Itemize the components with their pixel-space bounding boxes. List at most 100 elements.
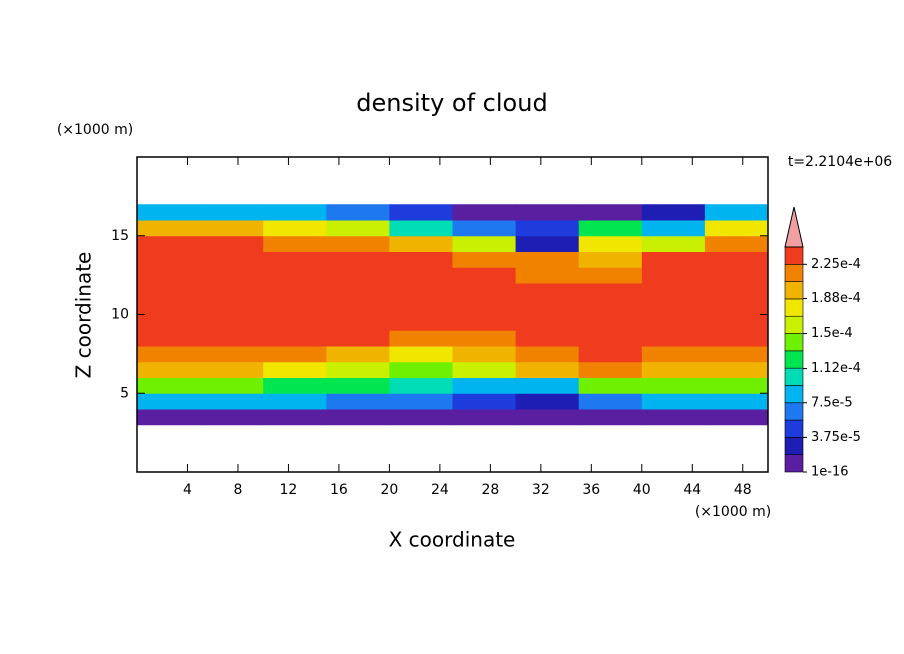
contour-cell [515, 314, 580, 331]
contour-cell [137, 377, 201, 394]
contour-cell [704, 220, 769, 237]
contour-cell [200, 235, 264, 252]
contour-cell [452, 220, 517, 237]
contour-cell [389, 346, 453, 363]
contour-cell [200, 267, 264, 284]
time-annotation: t=2.2104e+06 [788, 154, 892, 170]
contour-cell [137, 220, 201, 237]
contour-cell [578, 361, 643, 378]
contour-cell [326, 220, 390, 237]
colorbar-band [784, 281, 804, 300]
contour-cell [452, 330, 517, 347]
colorbar-label: 3.75e-5 [811, 430, 861, 445]
contour-cell [704, 377, 769, 394]
colorbar-band [784, 246, 804, 265]
contour-cell [137, 361, 201, 378]
colorbar-label: 1.5e-4 [811, 326, 853, 341]
contour-cell [389, 220, 453, 237]
chart-title: density of cloud [356, 89, 547, 117]
x-tick-label: 24 [431, 482, 449, 498]
contour-cell [137, 298, 201, 315]
contour-cell [389, 330, 453, 347]
contour-cell [515, 283, 580, 300]
x-tick-label: 40 [633, 482, 651, 498]
contour-cell [641, 377, 706, 394]
x-tick-label: 12 [280, 482, 298, 498]
contour-cell [704, 298, 769, 315]
contour-cell [515, 298, 580, 315]
contour-cell [452, 235, 517, 252]
contour-cell [389, 361, 453, 378]
axes: 4 8 12 16 20 24 28 32 36 40 44 48510151e-163.75e-57… [111, 156, 861, 498]
contour-cell [200, 409, 264, 426]
contour-cell [326, 377, 390, 394]
contour-cell [326, 330, 390, 347]
contour-cell [578, 283, 643, 300]
colorbar-label: 2.25e-4 [811, 257, 861, 272]
contour-cell [515, 220, 580, 237]
contour-cell [200, 393, 264, 410]
colorbar-band [784, 454, 804, 473]
contour-cell [641, 220, 706, 237]
contour-cell [326, 235, 390, 252]
colorbar-band [784, 367, 804, 386]
contour-cell [641, 251, 706, 268]
colorbar-band [784, 264, 804, 282]
contour-cell [263, 409, 327, 426]
contour-cell [641, 204, 706, 221]
contour-cell [263, 235, 327, 252]
contour-cell [515, 235, 580, 252]
contour-cell [704, 204, 769, 221]
colorbar-band [784, 333, 804, 352]
contour-cell [263, 377, 327, 394]
contour-cell [515, 377, 580, 394]
contour-cell [578, 220, 643, 237]
contour-cell [137, 251, 201, 268]
contour-cell [389, 251, 453, 268]
contour-cell [641, 361, 706, 378]
contour-cell [263, 267, 327, 284]
contour-cell [263, 220, 327, 237]
contour-cell [641, 235, 706, 252]
contour-cell [704, 283, 769, 300]
contour-cell [578, 346, 643, 363]
contour-cell [641, 393, 706, 410]
contour-cell [389, 267, 453, 284]
contour-cell [326, 393, 390, 410]
contour-cell [137, 267, 201, 284]
contour-cell [137, 204, 201, 221]
contour-cell [515, 346, 580, 363]
colorbar-label: 7.5e-5 [811, 395, 853, 410]
contour-cell [641, 314, 706, 331]
contour-cell [389, 393, 453, 410]
contour-cell [389, 283, 453, 300]
contour-cell [452, 251, 517, 268]
contour-cell [137, 314, 201, 331]
contour-cell [452, 204, 517, 221]
contour-cell [200, 377, 264, 394]
contour-cell [389, 409, 453, 426]
colorbar-band [784, 298, 804, 317]
contour-cell [704, 235, 769, 252]
contour-cell [263, 330, 327, 347]
contour-cell [137, 409, 201, 426]
contour-cell [578, 204, 643, 221]
colorbar-band [784, 419, 804, 438]
contour-cell [704, 393, 769, 410]
contour-cell [200, 361, 264, 378]
x-tick-label: 32 [532, 482, 550, 498]
contour-cell [452, 283, 517, 300]
colorbar-label: 1.88e-4 [811, 291, 861, 306]
contour-cell [389, 377, 453, 394]
x-tick-label: 8 [233, 482, 242, 498]
contour-cell [452, 361, 517, 378]
contour-cell [641, 283, 706, 300]
contour-cell [263, 361, 327, 378]
contour-cell [515, 251, 580, 268]
contour-cell [704, 346, 769, 363]
contour-cell [641, 330, 706, 347]
contour-cell [263, 204, 327, 221]
colorbar-band [784, 402, 804, 421]
contour-cell [452, 267, 517, 284]
